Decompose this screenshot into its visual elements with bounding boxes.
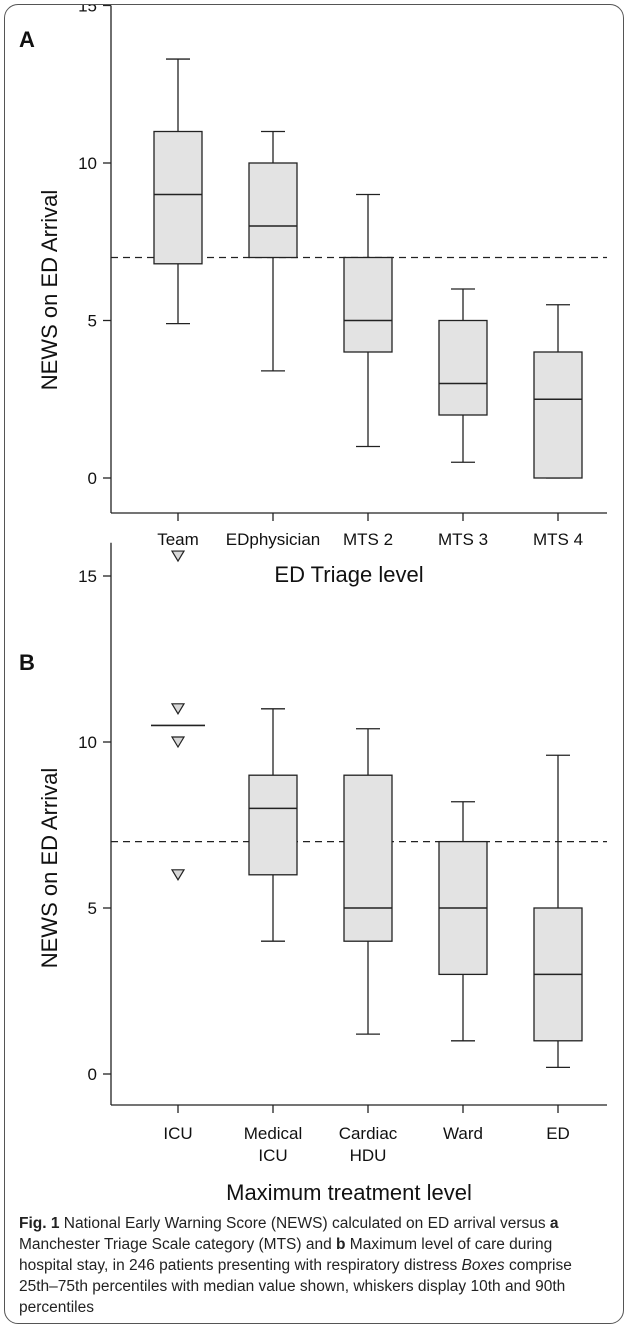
x-tick-label: EDphysician (226, 530, 321, 549)
box-iqr (533, 351, 583, 479)
y-tick-label: 0 (88, 1065, 97, 1084)
y-tick-label: 0 (88, 469, 97, 488)
y-tick-label: 10 (78, 154, 97, 173)
caption-b-marker: b (336, 1236, 346, 1253)
panel-a-letter: A (19, 27, 35, 52)
data-point-triangle (170, 703, 186, 715)
x-tick-label: ICU (258, 1146, 287, 1165)
caption-text-1: National Early Warning Score (NEWS) calc… (59, 1215, 550, 1232)
x-tick-label: HDU (350, 1146, 387, 1165)
data-point-triangle (170, 869, 186, 881)
caption-text-4: comprise 25th–75th percentiles with medi… (19, 1257, 572, 1316)
x-tick-label: Medical (244, 1124, 303, 1143)
box-iqr (153, 130, 203, 265)
box-iqr (248, 162, 298, 259)
y-tick-label: 5 (88, 312, 97, 331)
y-tick-label: 15 (78, 5, 97, 16)
figure-chart: A 0 5 10 15 Team EDphysician MTS 2 MTS 3 MTS 4 NEW… (19, 5, 607, 1205)
figure-frame: A 0 5 10 15 Team EDphysician MTS 2 MTS 3 MTS 4 NEW… (4, 4, 624, 1324)
caption-text-3: Maximum level of care during hospital st… (19, 1236, 553, 1274)
x-tick-label: Team (157, 530, 199, 549)
data-point-triangle (170, 550, 186, 563)
data-point-triangle (170, 736, 186, 749)
x-tick-label: MTS 4 (533, 530, 583, 549)
y-tick-label: 10 (78, 733, 97, 752)
x-tick-label: MTS 3 (438, 530, 488, 549)
box-iqr (248, 774, 298, 876)
caption-boxes-word: Boxes (461, 1257, 505, 1274)
box-iqr (343, 774, 393, 942)
y-axis-title: NEWS on ED Arrival (37, 190, 62, 391)
x-tick-label: MTS 2 (343, 530, 393, 549)
x-tick-label: ED (546, 1124, 570, 1143)
panel-b-letter: B (19, 650, 35, 675)
y-tick-label: 15 (78, 567, 97, 586)
box-iqr (438, 319, 488, 416)
x-tick-label: ICU (163, 1124, 192, 1143)
y-axis-title: NEWS on ED Arrival (37, 768, 62, 969)
caption-text-2: Manchester Triage Scale category (MTS) a… (19, 1236, 337, 1253)
x-tick-label: Ward (443, 1124, 483, 1143)
caption-label: Fig. 1 (19, 1215, 60, 1232)
x-axis-title: Maximum treatment level (226, 1180, 472, 1205)
box-iqr (343, 256, 393, 353)
x-axis-title: ED Triage level (274, 562, 423, 587)
y-tick-label: 5 (88, 899, 97, 918)
caption-a-marker: a (549, 1215, 559, 1232)
x-tick-label: Cardiac (339, 1124, 398, 1143)
figure-caption: Fig. 1 National Early Warning Score (NEW… (19, 1213, 609, 1318)
